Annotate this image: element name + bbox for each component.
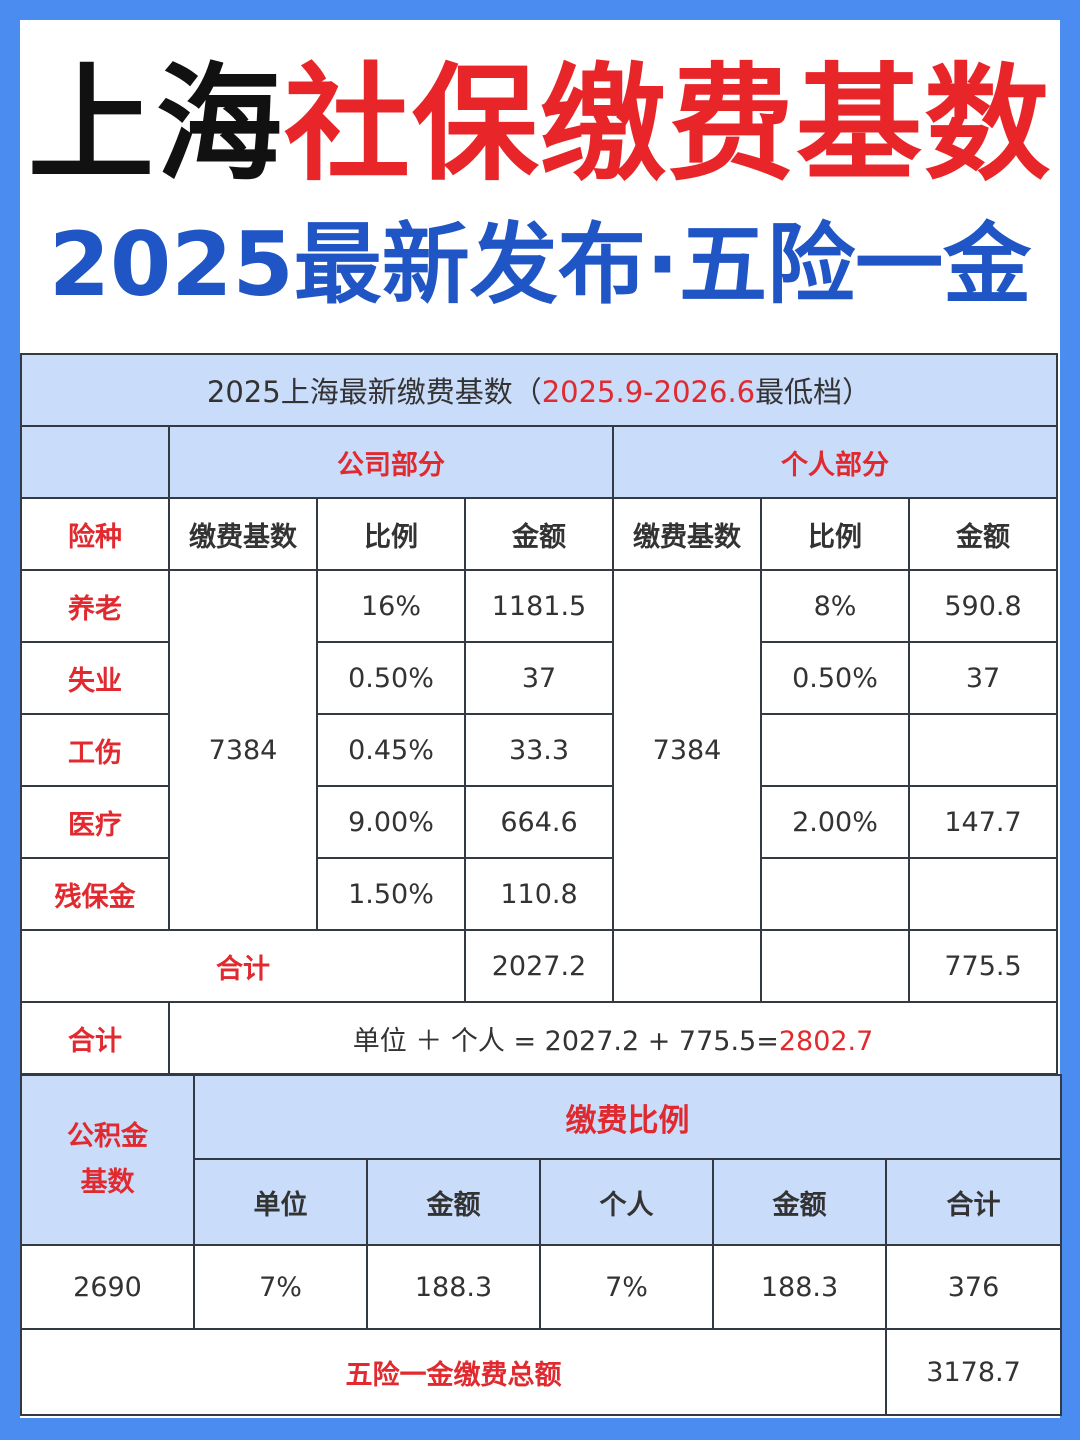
fund-base-label-line1: 公积金 [67, 1121, 148, 1152]
grand-total-row: 五险一金缴费总额 3178.7 [20, 1328, 1063, 1416]
subtotal-label: 合计 [20, 929, 466, 1003]
col-header-type: 险种 [20, 497, 170, 571]
col-header-unit: 单位 [193, 1158, 368, 1246]
company-amount: 1181.5 [464, 569, 614, 643]
insurance-type: 残保金 [20, 857, 170, 931]
personal-rate [760, 713, 910, 787]
grand-total-label: 五险一金缴费总额 [20, 1328, 887, 1416]
personal-amount [907, 857, 1059, 931]
table-row: 医疗 9.00% 664.6 2.00% 147.7 [20, 785, 1059, 859]
personal-base-value: 7384 [612, 569, 762, 931]
fund-base-value: 2690 [20, 1244, 195, 1330]
total-formula: 单位 ＋ 个人 = 2027.2 + 775.5= [352, 1025, 779, 1057]
col-header-total: 合计 [884, 1158, 1063, 1246]
fund-value-row: 2690 7% 188.3 7% 188.3 376 [20, 1244, 1063, 1330]
insurance-type: 工伤 [20, 713, 170, 787]
col-header-personal-amount: 金额 [712, 1158, 887, 1246]
fund-header-row: 公积金基数 缴费比例 [20, 1074, 1063, 1246]
company-section-label: 公司部分 [168, 425, 614, 499]
fund-base-label: 公积金 基数 [20, 1074, 195, 1246]
main-title-topic: 社保缴费基数 [284, 51, 1052, 198]
col-header-personal-base: 缴费基数 [612, 497, 762, 571]
company-rate: 9.00% [316, 785, 466, 859]
poster-header: 上海社保缴费基数 2025最新发布·五险一金 [20, 20, 1060, 354]
col-header-company-amount: 金额 [464, 497, 614, 571]
fund-ratio-label: 缴费比例 [192, 1074, 1063, 1160]
fund-unit-amount: 188.3 [366, 1244, 541, 1330]
col-header-company-base: 缴费基数 [168, 497, 318, 571]
fund-base-label-line2: 基数 [80, 1167, 135, 1198]
col-header-company-rate: 比例 [316, 497, 466, 571]
table-row: 残保金 1.50% 110.8 [20, 857, 1059, 931]
caption-date-range: 2025.9-2026.6 [541, 375, 756, 409]
insurance-type: 养老 [20, 569, 170, 643]
section-header-row: 公司部分 个人部分 [20, 425, 1059, 499]
subtitle: 2025最新发布·五险一金 [48, 213, 1032, 316]
total-formula-cell: 单位 ＋ 个人 = 2027.2 + 775.5=2802.7 [167, 1001, 1059, 1075]
company-rate: 0.45% [316, 713, 466, 787]
table-row: 养老 7384 16% 1181.5 7384 8% 590.8 [20, 569, 1059, 931]
personal-amount: 147.7 [907, 785, 1059, 859]
insurance-type: 失业 [20, 641, 170, 715]
company-amount: 33.3 [464, 713, 614, 787]
company-amount: 110.8 [464, 857, 614, 931]
personal-rate [760, 857, 910, 931]
company-base-value: 7384 [168, 569, 318, 931]
company-rate: 0.50% [316, 641, 466, 715]
subtotal-blank [760, 929, 910, 1003]
housing-fund-table: 公积金基数 缴费比例 单位 金额 个人 金额 合计 2690 7% 188.3 … [20, 1074, 1063, 1416]
fund-column-header-row: 单位 金额 个人 金额 合计 [21, 1158, 1063, 1246]
table-caption: 2025上海最新缴费基数（2025.9-2026.6最低档） [19, 353, 1059, 427]
subtotal-row: 合计 2027.2 775.5 [20, 929, 1059, 1003]
company-rate: 16% [316, 569, 466, 643]
company-total: 2027.2 [464, 929, 614, 1003]
company-amount: 664.6 [464, 785, 614, 859]
main-title: 上海社保缴费基数 [20, 50, 1060, 200]
total-label: 合计 [20, 1001, 170, 1075]
section-header-blank [20, 425, 170, 499]
grand-total-value: 3178.7 [884, 1328, 1063, 1416]
company-rate: 1.50% [316, 857, 466, 931]
personal-total: 775.5 [907, 929, 1059, 1003]
personal-amount: 37 [907, 641, 1059, 715]
personal-amount: 590.8 [907, 569, 1059, 643]
col-header-personal-rate: 比例 [760, 497, 910, 571]
caption-prefix: 2025上海最新缴费基数（ [206, 375, 542, 409]
fund-unit-rate: 7% [193, 1244, 368, 1330]
col-header-personal: 个人 [539, 1158, 714, 1246]
fund-personal-amount: 188.3 [712, 1244, 887, 1330]
personal-amount [907, 713, 1059, 787]
social-insurance-table: 2025上海最新缴费基数（2025.9-2026.6最低档） 公司部分 个人部分… [19, 353, 1059, 1075]
fund-total: 376 [884, 1244, 1063, 1330]
table-caption-row: 2025上海最新缴费基数（2025.9-2026.6最低档） [19, 353, 1059, 427]
personal-rate: 8% [760, 569, 910, 643]
col-header-unit-amount: 金额 [366, 1158, 541, 1246]
insurance-type: 医疗 [20, 785, 170, 859]
column-header-row: 险种 缴费基数 比例 金额 缴费基数 比例 金额 [20, 497, 1059, 571]
company-amount: 37 [464, 641, 614, 715]
table-row: 工伤 0.45% 33.3 [20, 713, 1059, 787]
personal-rate: 2.00% [760, 785, 910, 859]
fund-personal-rate: 7% [539, 1244, 714, 1330]
table-row: 失业 0.50% 37 0.50% 37 [20, 641, 1059, 715]
personal-rate: 0.50% [760, 641, 910, 715]
col-header-personal-amount: 金额 [907, 497, 1059, 571]
total-row: 合计 单位 ＋ 个人 = 2027.2 + 775.5=2802.7 [20, 1001, 1059, 1075]
personal-section-label: 个人部分 [611, 425, 1059, 499]
subtotal-blank [612, 929, 762, 1003]
main-title-city: 上海 [28, 51, 284, 198]
total-value: 2802.7 [778, 1025, 874, 1057]
caption-suffix: 最低档） [755, 375, 872, 409]
